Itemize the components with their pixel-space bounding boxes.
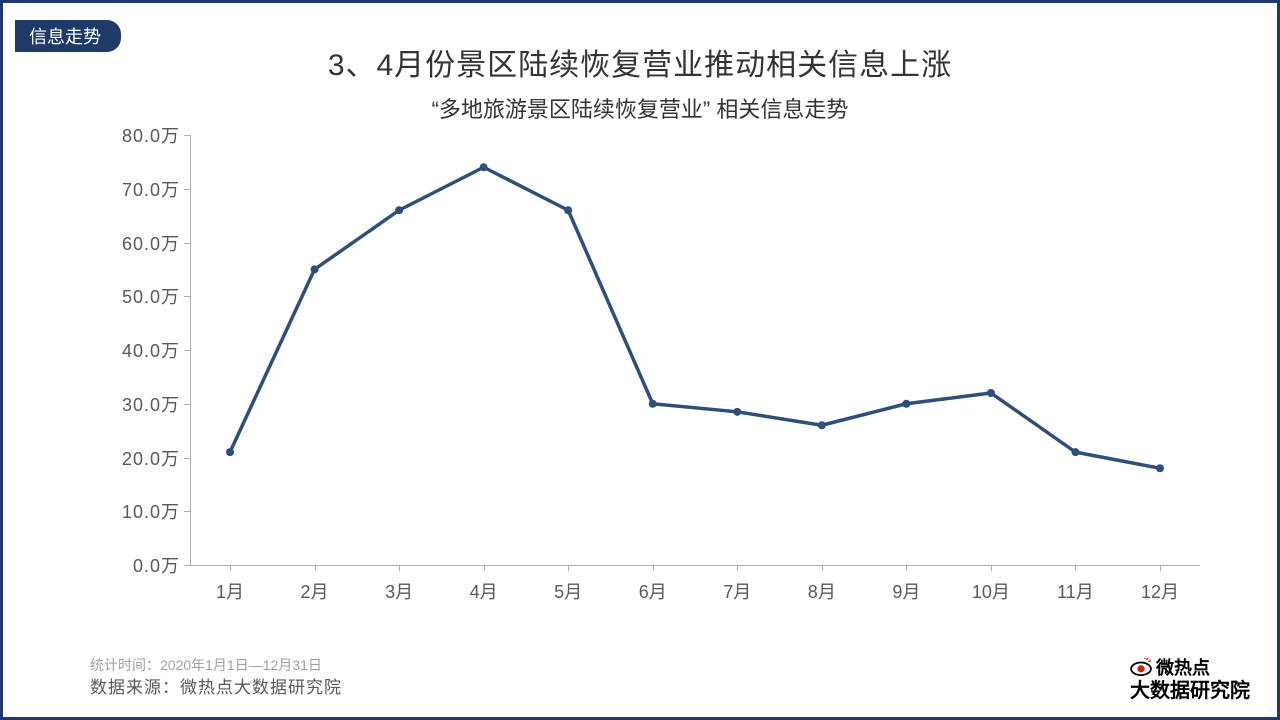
logo-text-top: 微热点: [1156, 654, 1210, 680]
x-axis-line: [190, 565, 1200, 566]
x-axis-label: 10月: [972, 578, 1010, 604]
plot-area: [190, 135, 1200, 565]
logo-text-bottom: 大数据研究院: [1130, 680, 1250, 702]
y-axis-label: 0.0万: [133, 552, 180, 578]
x-axis-label: 11月: [1057, 578, 1094, 604]
x-axis-label: 4月: [470, 578, 498, 604]
logo: 微热点 大数据研究院: [1130, 654, 1250, 702]
y-axis-label: 80.0万: [122, 122, 180, 148]
x-axis-label: 8月: [808, 578, 836, 604]
x-axis-label: 3月: [385, 578, 413, 604]
footer-data-source: 数据来源：微热点大数据研究院: [90, 673, 342, 698]
line-path: [190, 135, 1200, 565]
x-axis-label: 1月: [216, 578, 244, 604]
x-axis-label: 12月: [1141, 578, 1179, 604]
logo-eye-icon: [1130, 658, 1152, 676]
x-axis-label: 6月: [639, 578, 667, 604]
x-axis-label: 5月: [554, 578, 582, 604]
footer-stat-time: 统计时间：2020年1月1日—12月31日: [90, 655, 322, 675]
line-chart: 0.0万 10.0万 20.0万 30.0万 40.0万 50.0万 60.0万 70.0万 8…: [90, 130, 1220, 610]
y-axis-label: 10.0万: [122, 498, 180, 524]
x-axis-label: 7月: [723, 578, 751, 604]
y-axis-label: 60.0万: [122, 230, 180, 256]
main-title: 3、4月份景区陆续恢复营业推动相关信息上涨: [0, 40, 1280, 84]
y-axis-label: 70.0万: [122, 176, 180, 202]
x-axis-label: 2月: [301, 578, 329, 604]
subtitle: “多地旅游景区陆续恢复营业” 相关信息走势: [0, 92, 1280, 124]
y-axis-label: 50.0万: [122, 283, 180, 309]
x-axis-label: 9月: [892, 578, 920, 604]
y-axis-label: 30.0万: [122, 391, 180, 417]
y-axis-label: 20.0万: [122, 445, 180, 471]
y-axis-label: 40.0万: [122, 337, 180, 363]
